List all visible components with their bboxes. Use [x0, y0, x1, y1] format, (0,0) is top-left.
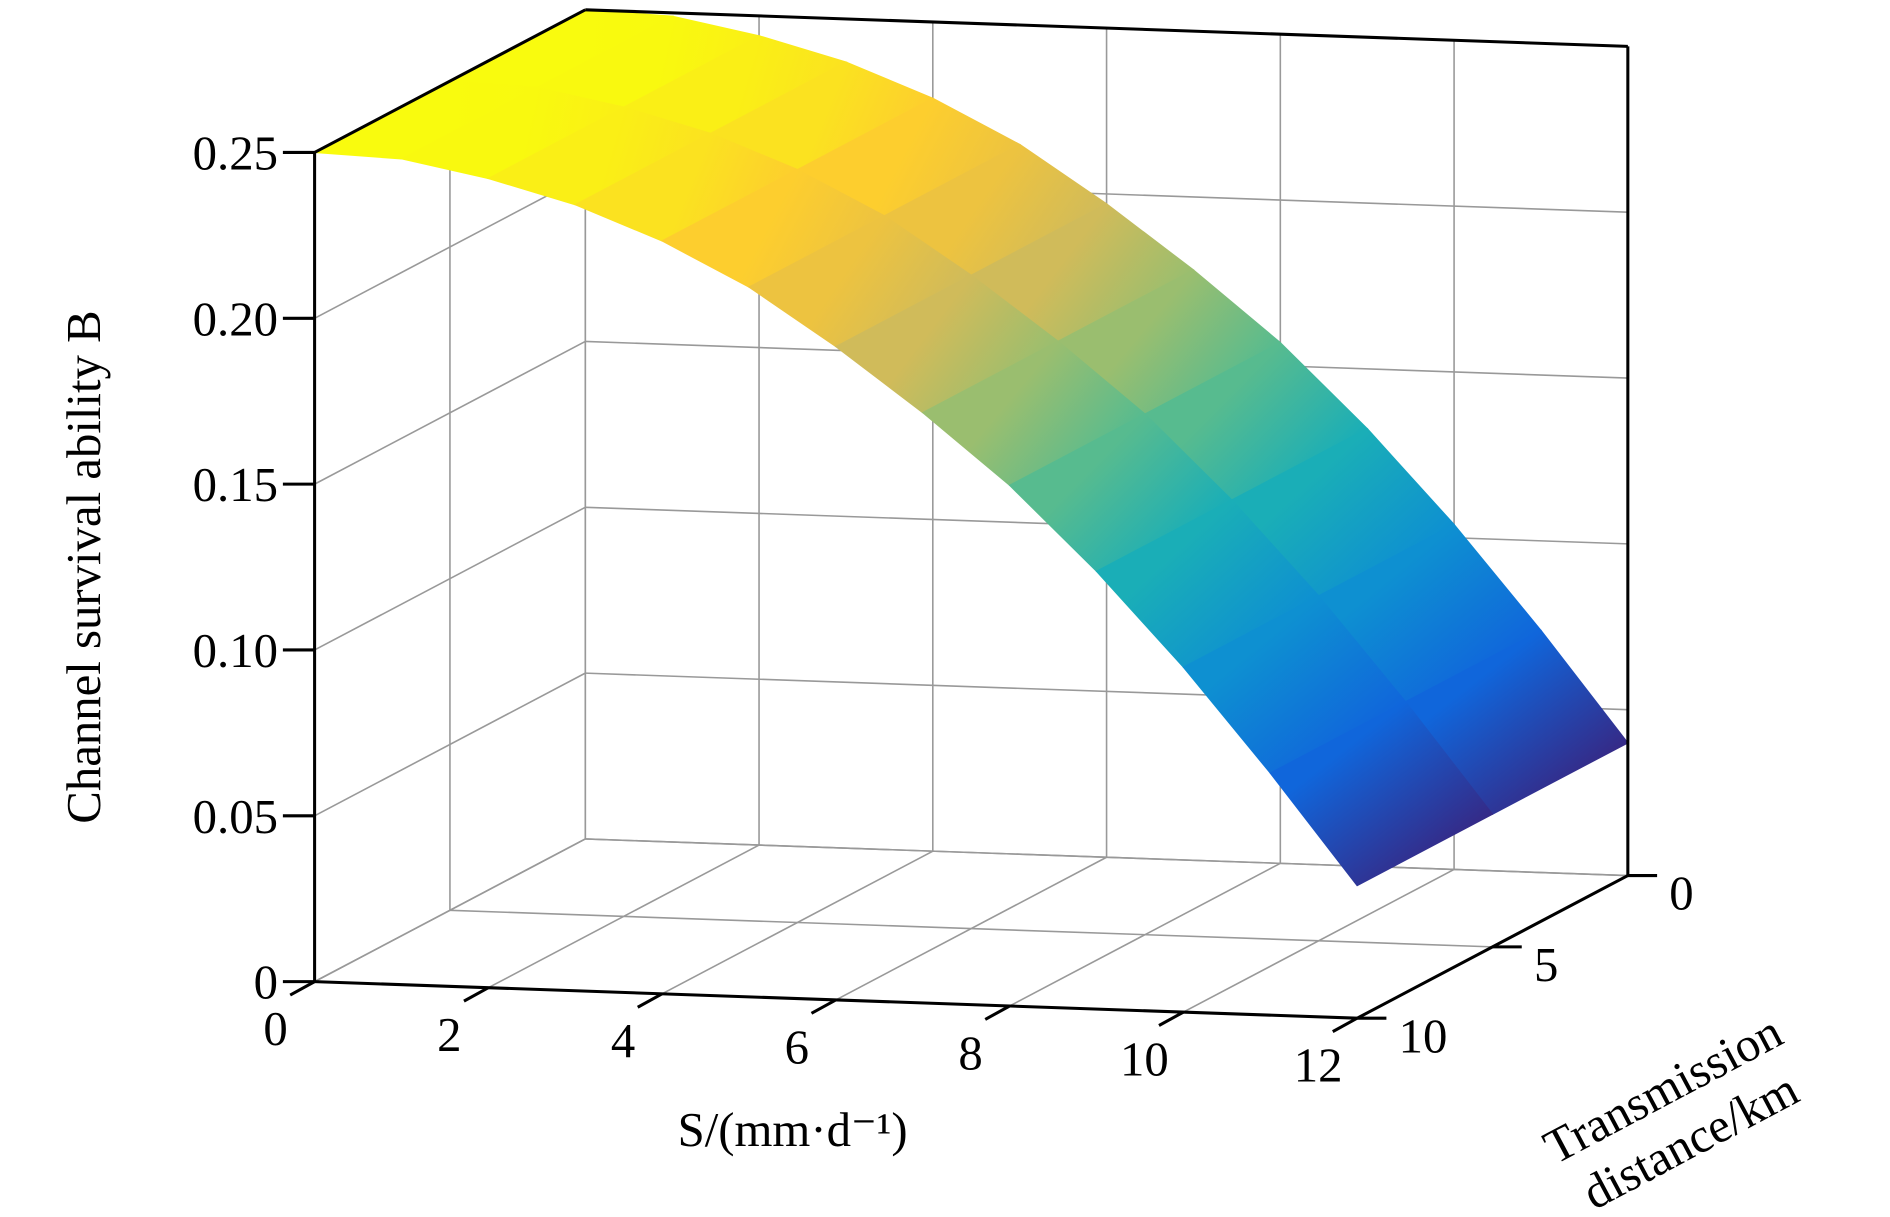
y-axis-label: Transmission distance/km [1535, 1004, 1807, 1217]
x-axis-label: S/(mm·d⁻¹) [678, 1103, 908, 1157]
surface [312, 9, 1629, 887]
z-tick-label: 0.25 [193, 127, 278, 181]
z-tick-label: 0 [254, 956, 278, 1010]
x-tick-label: 2 [437, 1008, 461, 1062]
y-tick-label: 0 [1669, 867, 1693, 921]
x-tick-label: 12 [1294, 1039, 1343, 1093]
x-tick-label: 8 [958, 1026, 982, 1080]
x-tick [984, 1004, 1011, 1021]
x-tick-label: 0 [263, 1002, 287, 1056]
x-tick [1158, 1010, 1185, 1027]
z-tick-label: 0.05 [193, 790, 278, 844]
z-tick-label: 0.15 [193, 458, 278, 512]
z-tick-label: 0.10 [193, 624, 278, 678]
z-tick-label: 0.20 [193, 292, 278, 346]
x-tick [463, 986, 490, 1003]
axis-line [314, 980, 1358, 1020]
x-tick-label: 10 [1120, 1033, 1169, 1087]
grid-line [585, 838, 1628, 877]
x-tick-label: 6 [785, 1020, 809, 1074]
box-line [313, 8, 587, 154]
grid-line [449, 909, 1493, 948]
x-tick [1332, 1016, 1358, 1033]
x-tick-label: 4 [611, 1014, 635, 1068]
y-tick-label: 10 [1399, 1009, 1448, 1063]
axes: 0 2 4 6 8 10 12 0 5 10 0 0.05 0.10 0.15 0.20 0.25 [193, 8, 1694, 1093]
grid-line [314, 672, 586, 817]
grid-line [314, 340, 586, 485]
grid-line [314, 506, 586, 651]
x-tick [636, 992, 663, 1009]
x-tick [810, 998, 837, 1015]
grid-line [314, 174, 586, 319]
x-tick [289, 980, 316, 997]
surface-patch [1269, 700, 1494, 887]
box-line [585, 8, 1628, 48]
y-tick-label: 5 [1534, 938, 1558, 992]
z-axis-label: Channel survival ability B [57, 310, 111, 823]
grid-line [314, 838, 586, 983]
